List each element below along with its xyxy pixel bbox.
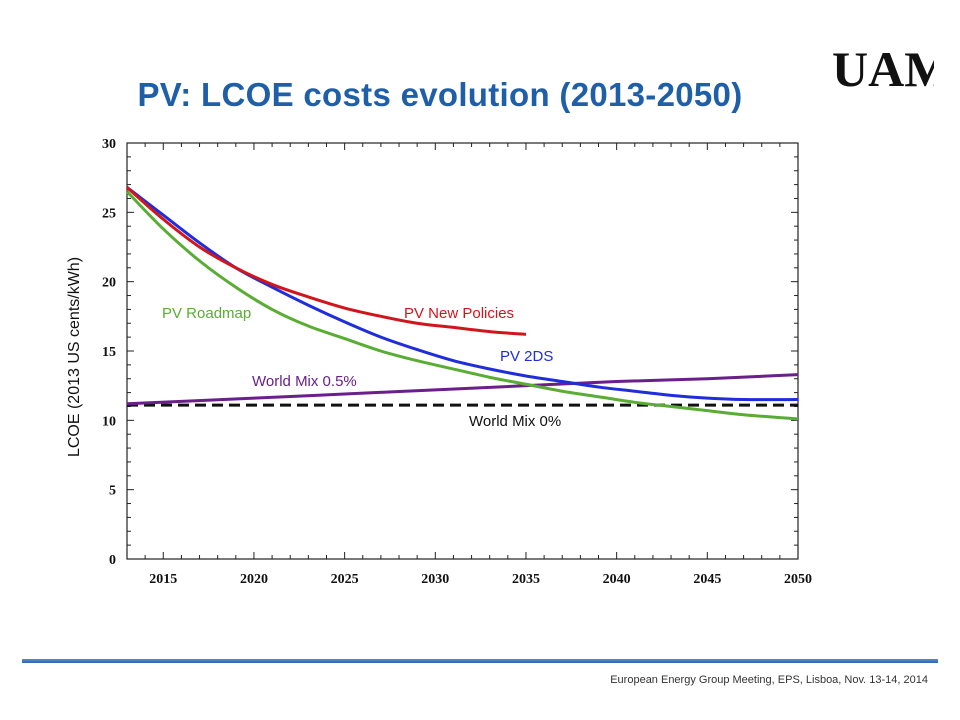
y-tick-label: 30 — [102, 137, 116, 152]
series-label-world-mix-0: World Mix 0% — [469, 413, 561, 430]
x-tick-label: 2050 — [784, 572, 812, 587]
uam-logo-text: UAM — [832, 44, 934, 90]
x-tick-label: 2015 — [149, 572, 177, 587]
y-tick-label: 0 — [109, 553, 116, 568]
y-tick-label: 5 — [109, 484, 116, 499]
y-axis-label: LCOE (2013 US cents/kWh) — [66, 257, 83, 457]
x-tick-label: 2035 — [512, 572, 540, 587]
x-tick-label: 2020 — [240, 572, 268, 587]
x-tick-label: 2040 — [603, 572, 631, 587]
series-label-pv-new-policies: PV New Policies — [404, 305, 514, 322]
y-tick-label: 10 — [102, 414, 116, 429]
series-line-world-mix-0-5 — [126, 373, 799, 406]
footer-divider — [22, 659, 938, 663]
plot-frame — [126, 142, 799, 560]
x-tick-label: 2030 — [421, 572, 449, 587]
footer-text: European Energy Group Meeting, EPS, Lisb… — [610, 674, 928, 686]
y-tick-label: 25 — [102, 206, 116, 221]
series-label-world-mix-0-5: World Mix 0.5% — [252, 373, 357, 390]
slide-title: PV: LCOE costs evolution (2013-2050) — [137, 76, 743, 113]
uam-logo: UAM — [832, 44, 934, 90]
series-line-pv-roadmap — [125, 190, 799, 421]
y-tick-label: 15 — [102, 345, 116, 360]
x-tick-label: 2025 — [331, 572, 359, 587]
series-label-pv-roadmap: PV Roadmap — [162, 305, 251, 322]
y-tick-label: 20 — [102, 276, 116, 291]
series-line-pv-new-policies — [126, 186, 527, 336]
series-label-pv-2ds: PV 2DS — [500, 348, 553, 365]
x-tick-label: 2045 — [693, 572, 721, 587]
series-line-pv-2ds — [126, 186, 799, 402]
